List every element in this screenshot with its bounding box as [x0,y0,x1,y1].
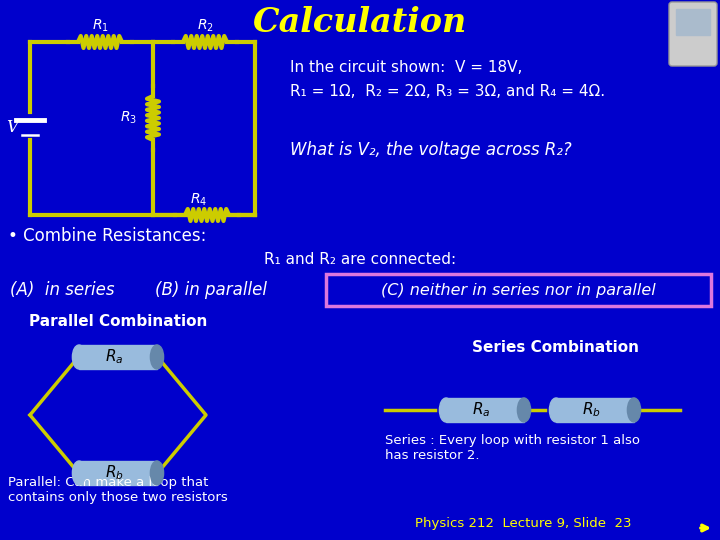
Bar [556,398,634,422]
Text: $R_b$: $R_b$ [104,464,123,482]
Ellipse shape [73,461,86,485]
Bar [79,461,157,485]
Text: $R_3$: $R_3$ [120,110,138,126]
FancyBboxPatch shape [669,2,717,66]
Text: $R_a$: $R_a$ [472,401,490,420]
Text: What is V₂, the voltage across R₂?: What is V₂, the voltage across R₂? [290,141,572,159]
Ellipse shape [439,398,453,422]
Bar [446,398,524,422]
Text: R₁ = 1Ω,  R₂ = 2Ω, R₃ = 3Ω, and R₄ = 4Ω.: R₁ = 1Ω, R₂ = 2Ω, R₃ = 3Ω, and R₄ = 4Ω. [290,84,605,99]
Ellipse shape [150,345,163,369]
Ellipse shape [150,461,163,485]
Text: Calculation: Calculation [253,5,467,38]
Ellipse shape [549,398,562,422]
Text: • Combine Resistances:: • Combine Resistances: [8,227,207,245]
Text: $R_2$: $R_2$ [197,18,213,34]
Text: $R_b$: $R_b$ [582,401,600,420]
Text: Series : Every loop with resistor 1 also
has resistor 2.: Series : Every loop with resistor 1 also… [385,434,640,462]
Text: $R_1$: $R_1$ [91,18,109,34]
Text: V: V [6,118,18,136]
Text: Parallel Combination: Parallel Combination [29,314,207,329]
Text: (B) in parallel: (B) in parallel [155,281,267,299]
Bar [676,9,710,35]
Text: (A)  in series: (A) in series [10,281,114,299]
Text: Series Combination: Series Combination [472,341,639,355]
Text: Parallel: Can make a loop that
contains only those two resistors: Parallel: Can make a loop that contains … [8,476,228,504]
Text: R₁ and R₂ are connected:: R₁ and R₂ are connected: [264,253,456,267]
Text: $R_4$: $R_4$ [190,192,207,208]
Ellipse shape [518,398,531,422]
Bar [79,345,157,369]
Ellipse shape [73,345,86,369]
FancyBboxPatch shape [326,274,711,306]
Text: (C) neither in series nor in parallel: (C) neither in series nor in parallel [381,282,656,298]
Text: $R_a$: $R_a$ [105,348,123,366]
Ellipse shape [627,398,641,422]
Text: Physics 212  Lecture 9, Slide  23: Physics 212 Lecture 9, Slide 23 [415,517,631,530]
Text: In the circuit shown:  V = 18V,: In the circuit shown: V = 18V, [290,60,523,76]
